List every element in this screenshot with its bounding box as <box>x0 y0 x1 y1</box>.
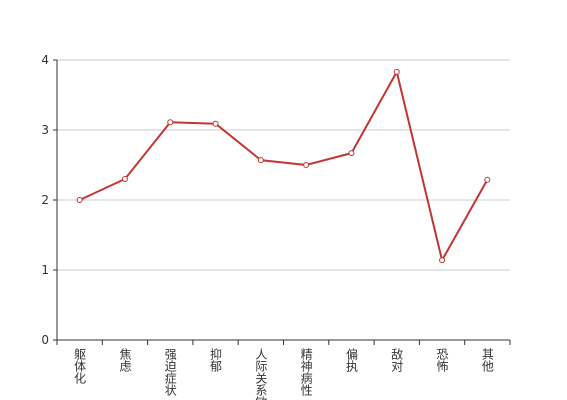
x-tick-label: 强迫症状 <box>163 348 177 396</box>
y-tick-label: 0 <box>41 333 49 347</box>
x-tick-label: 焦虑 <box>118 348 132 372</box>
x-tick-label: 其他 <box>480 348 494 372</box>
x-tick-label: 人际关系敏感 <box>254 348 268 400</box>
point <box>348 150 355 157</box>
line <box>79 69 489 263</box>
y-tick-label: 4 <box>41 53 49 67</box>
point <box>439 257 446 264</box>
x-tick-label: 恐怖 <box>435 348 449 372</box>
point <box>121 176 128 182</box>
point <box>257 157 264 164</box>
y-tick-label: 1 <box>41 263 49 277</box>
point <box>303 162 310 168</box>
y-tick-label: 2 <box>41 193 49 207</box>
point <box>212 120 219 127</box>
y-tick-label: 3 <box>41 123 49 137</box>
x-tick-label: 躯体化 <box>73 347 87 385</box>
point <box>167 119 174 126</box>
x-tick-label: 敌对 <box>390 347 404 372</box>
x-tick-label: 偏执 <box>344 347 358 373</box>
point <box>76 197 83 203</box>
x-tick-label: 精神病性 <box>299 348 313 397</box>
point <box>393 68 400 75</box>
point <box>484 176 491 183</box>
x-tick-label: 抑郁 <box>209 347 223 373</box>
